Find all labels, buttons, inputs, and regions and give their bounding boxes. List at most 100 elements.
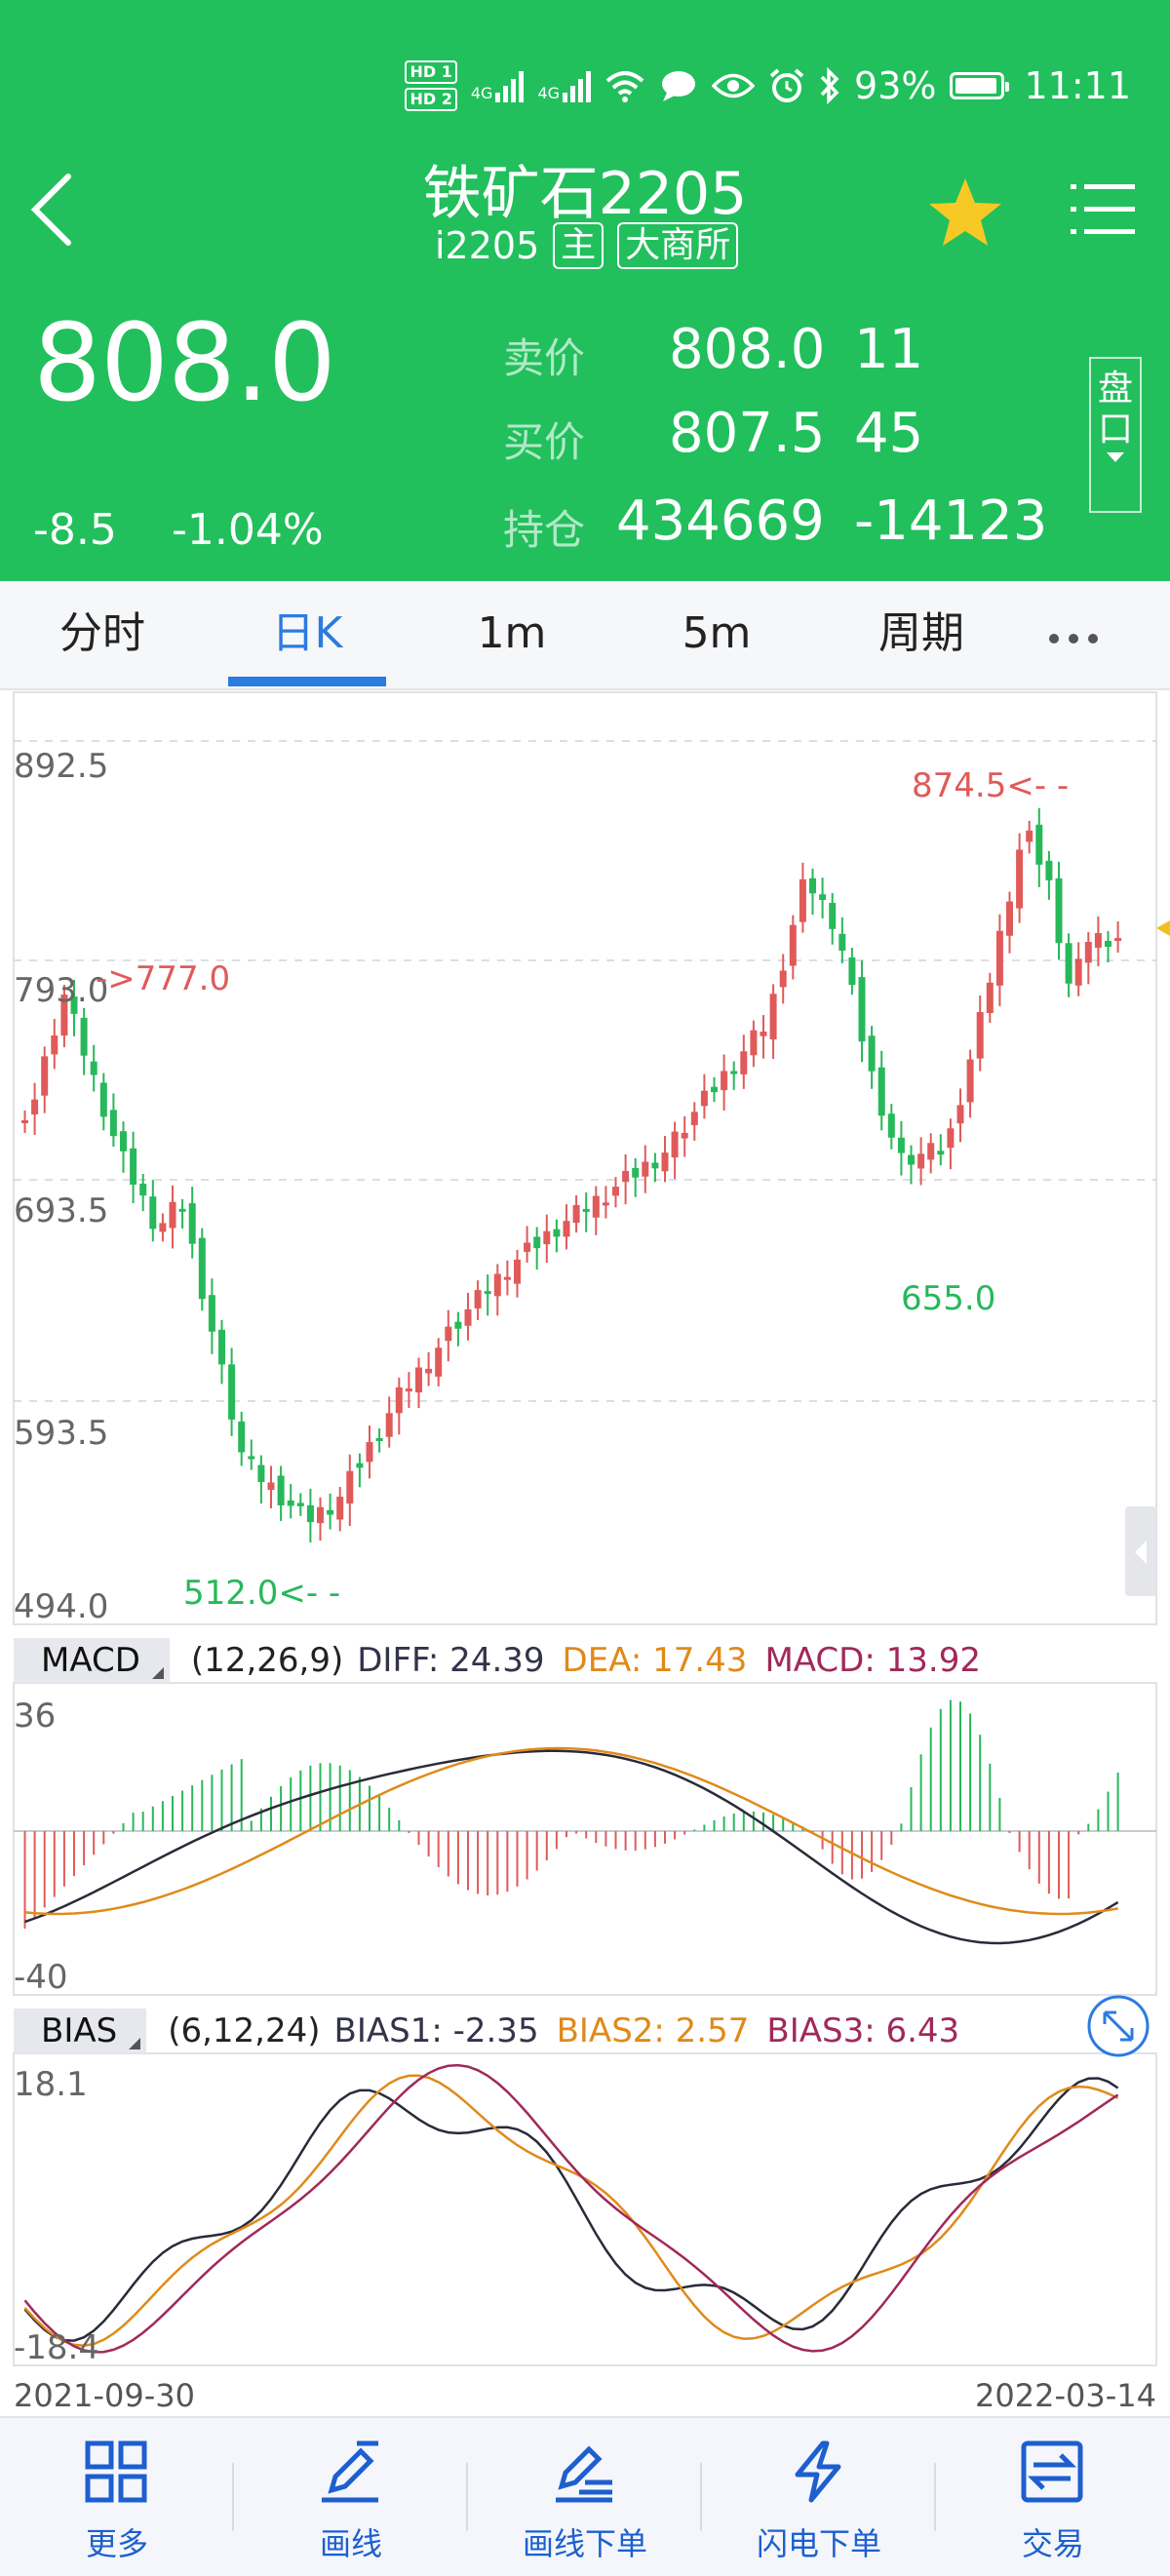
candle-body [543,1230,551,1245]
candle-body [750,1030,758,1056]
candle-body [238,1421,246,1453]
divider [466,2463,468,2531]
candle-body [1105,941,1112,947]
candle-body [976,1012,984,1059]
candle-body [612,1187,619,1196]
star-icon[interactable] [926,176,1004,249]
grid-icon [85,2440,147,2503]
candle-body [317,1506,324,1524]
candle-body [592,1195,600,1218]
candle-body [740,1051,748,1074]
y-label-top: 892.5 [14,747,109,786]
period-tabs: 分时 日K 1m 5m 周期 [0,581,1170,690]
trade-icon [1021,2440,1083,2503]
signal-icon: 4G [471,69,525,102]
more-button[interactable]: 更多 [0,2418,234,2576]
trade-button[interactable]: 交易 [936,2418,1170,2576]
end-date: 2022-03-14 [975,2377,1156,2414]
candle-body [937,1151,945,1155]
candle-body [995,930,1003,986]
bias-y-bottom: -18.4 [14,2328,99,2367]
bid-price: 807.5 [669,402,826,465]
candle-body [336,1497,344,1520]
candle-body [553,1229,561,1237]
candle-body [80,1017,88,1056]
candle-body [897,1137,905,1153]
menu-icon[interactable] [1071,180,1135,239]
start-date: 2021-09-30 [14,2377,195,2414]
candle-body [514,1259,521,1284]
tab-5m[interactable]: 5m [682,608,752,658]
ask-volume: 11 [854,318,924,381]
tab-1m[interactable]: 1m [477,608,547,658]
more-tabs-icon[interactable] [1049,634,1098,644]
open-interest-change: -14123 [854,489,1048,553]
candle-body [917,1153,925,1169]
draw-line-order-button[interactable]: 画线下单 [468,2418,702,2576]
wifi-icon [605,71,644,102]
draw-line-button[interactable]: 画线 [234,2418,468,2576]
candle-body [445,1326,452,1342]
tab-daily-k[interactable]: 日K [271,608,343,658]
order-book-toggle[interactable]: 盘 口 [1089,357,1142,513]
bias-indicator-select[interactable]: BIAS [14,2009,147,2053]
dual-sim-indicator: HD 1 HD 2 [405,60,457,111]
candle-body [51,1035,58,1055]
bottom-toolbar: 更多 画线 画线下单 闪电下单 交易 [0,2416,1170,2576]
candle-body [760,1032,767,1036]
candle-body [395,1386,403,1414]
eye-icon [712,73,756,98]
flash-order-button[interactable]: 闪电下单 [702,2418,936,2576]
expand-icon [1103,2010,1134,2042]
candle-body [908,1154,915,1165]
divider [232,2463,234,2531]
candle-body [1074,958,1082,986]
macd-indicator-select[interactable]: MACD [14,1638,170,1683]
candle-body [769,994,777,1040]
candle-body [31,1099,39,1114]
candle-body [1016,849,1024,909]
active-tab-indicator [228,677,386,686]
candle-body [966,1059,974,1103]
alarm-icon [769,68,804,102]
candle-body [188,1203,196,1244]
tab-period[interactable]: 周期 [878,608,964,658]
candle-body [700,1090,708,1107]
bias2-line [23,2074,1119,2347]
candle-body [711,1086,718,1093]
high-price-note: 874.5<- - [912,766,1070,805]
chat-icon [662,71,696,101]
candle-body [120,1131,127,1151]
candle-body [1094,933,1102,948]
candle-body [366,1442,373,1463]
candlestick-series [21,807,1122,1543]
bid-label: 买价 [503,418,586,466]
price-change: -8.5 [33,505,117,555]
previous-high-note: ->777.0 [96,959,231,998]
candle-body [356,1463,364,1468]
candle-body [198,1237,206,1300]
candle-body [651,1162,659,1169]
back-icon[interactable] [27,171,76,249]
candle-body [878,1067,885,1116]
macd-y-top: 36 [14,1697,57,1736]
candle-body [159,1223,167,1232]
ask-price: 808.0 [669,318,826,381]
candle-body [70,996,78,1014]
candle-body [415,1367,422,1393]
bluetooth-icon [820,67,839,104]
candle-body [582,1208,590,1212]
battery-percent: 93% [854,64,937,107]
clock: 11:11 [1024,64,1131,107]
candle-body [730,1071,738,1074]
main-contract-badge: 主 [553,222,604,269]
tab-intraday[interactable]: 分时 [59,608,145,658]
divider [700,2463,702,2531]
macd-dea-line [24,1746,1118,1916]
candle-body [474,1290,482,1308]
candle-body [139,1183,147,1196]
candle-body [257,1464,265,1483]
candle-body [327,1509,334,1515]
candle-body [858,977,866,1042]
